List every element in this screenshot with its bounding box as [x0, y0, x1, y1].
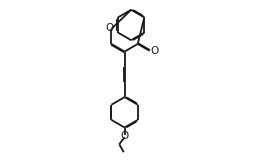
Text: O: O — [106, 23, 114, 33]
Text: O: O — [121, 131, 129, 141]
Text: O: O — [151, 46, 159, 56]
